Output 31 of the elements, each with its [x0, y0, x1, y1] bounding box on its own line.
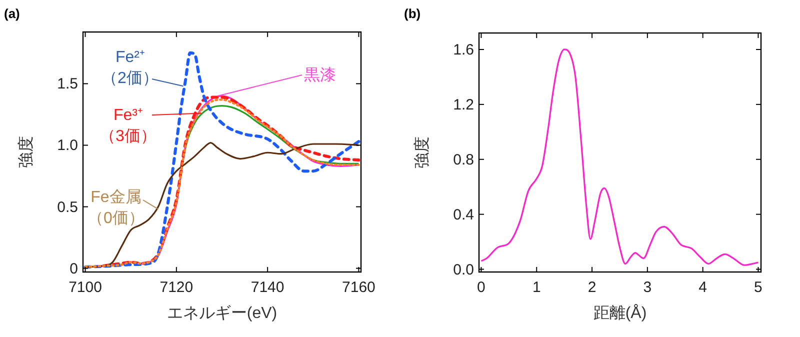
y-tick-label: 1.5 — [57, 76, 78, 93]
chart-title: (b) — [404, 6, 421, 21]
x-tick-label: 7160 — [342, 279, 376, 296]
annotation: 黒漆 — [304, 66, 336, 84]
line-series — [480, 48, 760, 266]
x-axis-title: エネルギー(eV) — [166, 304, 278, 322]
x-tick-label: 5 — [754, 279, 762, 296]
x-tick-label: 7100 — [68, 279, 102, 296]
x-tick-label: 7120 — [160, 279, 194, 296]
y-tick-label: 0.5 — [57, 198, 78, 216]
annotation: Fe³⁺（3価） — [100, 107, 156, 145]
x-tick-label: 1 — [532, 279, 541, 296]
y-tick-label: 1.0 — [57, 137, 78, 154]
x-tick-label: 0 — [477, 279, 486, 296]
x-tick-label: 4 — [698, 279, 707, 296]
x-tick-label: 3 — [643, 279, 652, 296]
x-tick-label: 7140 — [250, 279, 284, 296]
y-tick-label: 1.6 — [453, 41, 474, 58]
annotation: Fe金属（0価） — [88, 189, 144, 227]
y-axis-title: 強度 — [413, 136, 431, 168]
x-axis-title: 距離(Å) — [593, 304, 647, 322]
y-tick-label: 0.0 — [453, 261, 474, 278]
chart-title: (a) — [4, 6, 20, 21]
line-series — [84, 51, 360, 269]
annotation: Fe²⁺（2価） — [102, 49, 158, 87]
y-tick-label: 1.2 — [453, 96, 474, 114]
y-axis-title: 強度 — [17, 136, 35, 168]
y-tick-label: 0 — [70, 260, 78, 278]
y-tick-label: 0.4 — [453, 206, 474, 224]
x-tick-label: 2 — [588, 279, 596, 296]
y-tick-label: 0.8 — [453, 151, 474, 168]
